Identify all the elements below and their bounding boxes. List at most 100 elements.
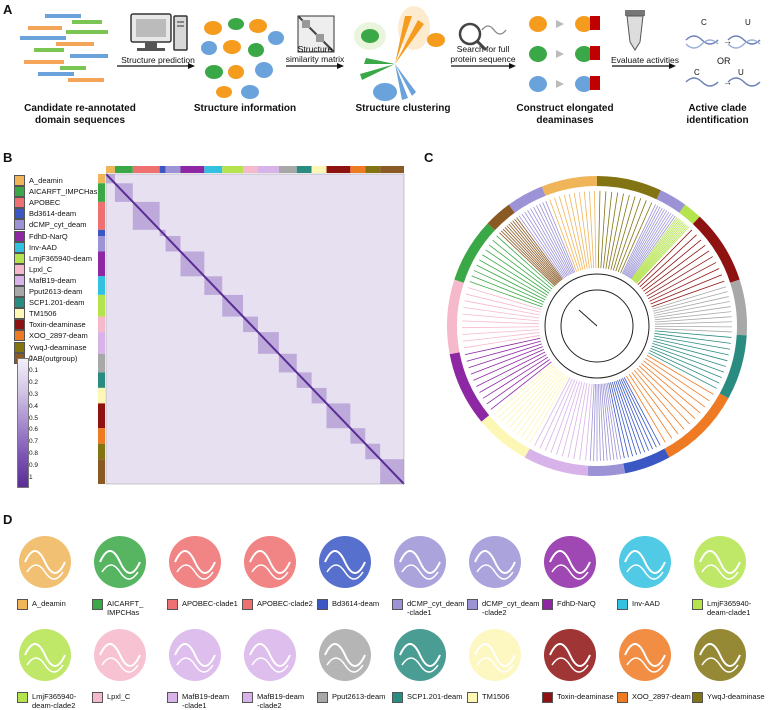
scale-label: 1 (29, 474, 33, 481)
matrix-top-clade-bar (115, 166, 133, 173)
arrow-label-evaluate: Evaluate activities (608, 55, 682, 65)
structure-label: dCMP_cyt_deam -clade1 (407, 599, 465, 617)
legend-swatch (14, 297, 25, 308)
structure-label: APOBEC-clade2 (257, 599, 313, 608)
matrix-left-clade-bar (98, 459, 105, 484)
structure-swatch (17, 692, 28, 703)
tree-ring-segment (542, 176, 597, 196)
protein-cluster-icons (201, 18, 284, 99)
structure-caption: LmjF365940- deam-clade1 (692, 599, 751, 617)
tree-branch (463, 314, 540, 321)
legend-swatch (14, 286, 25, 297)
structure-swatch (617, 692, 628, 703)
protein-structure (244, 629, 296, 681)
tree-branch (613, 196, 635, 270)
protein-structure (694, 629, 746, 681)
legend-label: AICARFT_IMPCHas (29, 187, 97, 196)
sequence-bars (20, 14, 108, 82)
structure-caption: XOO_2897-deam (617, 692, 691, 703)
protein-structure (94, 536, 146, 588)
tree-ring-segment (657, 190, 686, 212)
matrix-top-clade-bar (222, 166, 243, 173)
structure-caption: Pput2613-deam (317, 692, 385, 703)
step-label-active-clade: Active clade identification (670, 103, 765, 127)
legend-label: FdhD-NarQ (29, 232, 68, 241)
structure-label: APOBEC-clade1 (182, 599, 238, 608)
structure-swatch (617, 599, 628, 610)
structure-swatch (392, 599, 403, 610)
workflow-graphics (0, 0, 769, 150)
protein-structure (394, 629, 446, 681)
matrix-left-clade-bar (98, 236, 105, 252)
legend-item: LmjF365940-deam (14, 253, 92, 264)
legend-swatch (14, 242, 25, 253)
structure-label: A_deamin (32, 599, 66, 608)
structure-label: MafB19-deam -clade2 (257, 692, 304, 710)
matrix-left-clade-bar (98, 403, 105, 428)
scale-label: 0.2 (29, 379, 38, 386)
legend-label: XOO_2897-deam (29, 331, 88, 340)
tree-branch (483, 357, 548, 398)
legend-item: XOO_2897-deam (14, 330, 88, 341)
matrix-left-clade-bar (98, 332, 105, 354)
panel-b-letter: B (3, 150, 12, 165)
legend-item: dCMP_cyt_deam (14, 219, 87, 230)
base-c-bottom: C (694, 68, 700, 77)
legend-swatch (14, 330, 25, 341)
scale-label: 0.5 (29, 415, 38, 422)
legend-swatch (14, 208, 25, 219)
protein-structure (394, 536, 446, 588)
legend-label: Lpxl_C (29, 265, 52, 274)
structure-swatch (92, 599, 103, 610)
structure-caption: TM1506 (467, 692, 510, 703)
structure-caption: MafB19-deam -clade1 (167, 692, 229, 710)
legend-item: Toxin-deaminase (14, 319, 86, 330)
structure-label: Toxin-deaminase (557, 692, 614, 701)
structure-label: LmjF365940- deam-clade1 (707, 599, 751, 617)
structure-label: SCP1.201-deam (407, 692, 462, 701)
structure-caption: Inv-AAD (617, 599, 660, 610)
arrow-symbol-bottom: → (723, 77, 732, 87)
legend-item: SCP1.201-deam (14, 297, 84, 308)
structure-swatch (92, 692, 103, 703)
structure-label: dCMP_cyt_deam -clade2 (482, 599, 540, 617)
structure-caption: LmjF365940- deam-clade2 (17, 692, 76, 710)
matrix-left-clade-bar (98, 444, 105, 460)
legend-swatch (14, 308, 25, 319)
legend-swatch (14, 175, 25, 186)
scale-label: 0 (29, 355, 33, 362)
structure-swatch (167, 692, 178, 703)
elongated-deaminase-icons (529, 16, 600, 92)
structure-swatch (692, 599, 703, 610)
structure-caption: Bd3614-deam (317, 599, 379, 610)
legend-swatch (14, 275, 25, 286)
matrix-top-clade-bar (279, 166, 297, 173)
tree-branch (655, 331, 732, 338)
protein-structure (19, 536, 71, 588)
structure-label: YwqJ-deaminase (707, 692, 765, 701)
protein-structure (619, 536, 671, 588)
structure-caption: A_deamin (17, 599, 66, 610)
arrow-label-search: Search for full protein sequence (450, 44, 516, 64)
scale-label: 0.4 (29, 403, 38, 410)
legend-item: AICARFT_IMPCHas (14, 186, 97, 197)
tree-branch (472, 276, 544, 305)
tree-branch (468, 288, 542, 310)
structure-swatch (242, 692, 253, 703)
tree-branch (601, 191, 606, 268)
legend-item: MafB19-deam (14, 275, 76, 286)
base-u-top: U (745, 18, 751, 27)
legend-item: A_deamin (14, 175, 63, 186)
matrix-left-clade-bar (98, 183, 105, 202)
matrix-top-clade-bar (166, 166, 181, 173)
protein-structure (94, 629, 146, 681)
scale-label: 0.3 (29, 391, 38, 398)
or-label: OR (717, 56, 731, 66)
legend-item: Lpxl_C (14, 264, 52, 275)
protein-structure (544, 536, 596, 588)
step-label-clustering: Structure clustering (348, 103, 458, 115)
tree-ring-segment (588, 464, 626, 476)
structure-swatch (242, 599, 253, 610)
legend-item: TM1506 (14, 308, 57, 319)
legend-item: Bd3614-deam (14, 208, 76, 219)
